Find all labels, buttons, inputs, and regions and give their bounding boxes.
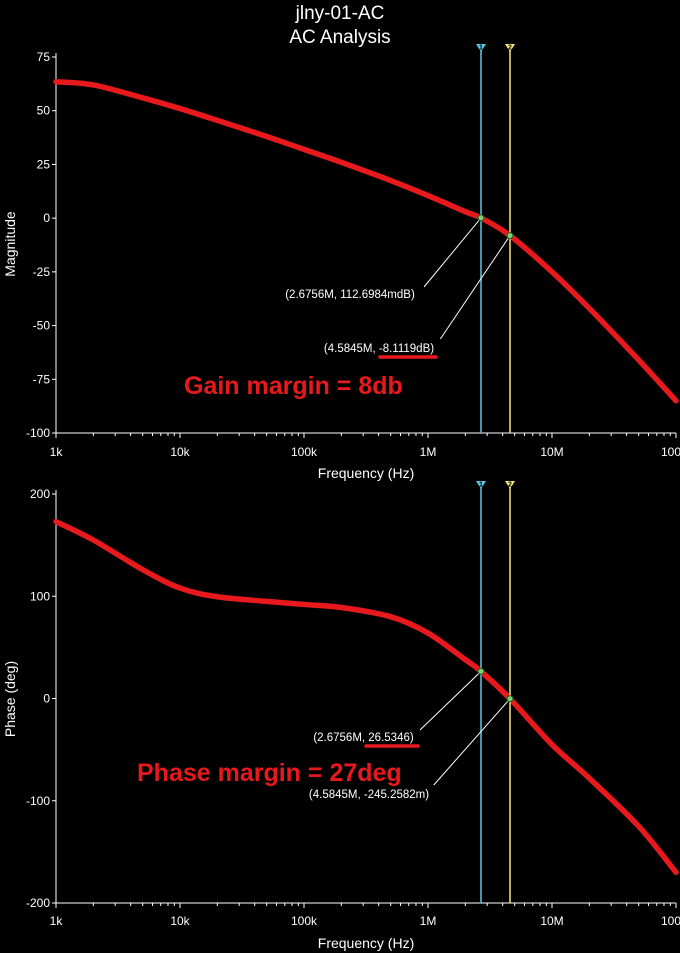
phase-cursor-marker — [506, 695, 514, 703]
magnitude-y-tick-label: -50 — [33, 319, 51, 333]
magnitude-cursor-marker — [506, 232, 514, 240]
magnitude-annotation-leader — [438, 235, 511, 342]
magnitude-annotation-leader — [423, 217, 482, 288]
magnitude-y-tick-label: -100 — [26, 426, 50, 440]
magnitude-annotation-label: (4.5845M, -8.1119dB) — [324, 343, 434, 355]
magnitude-y-tick-label: 25 — [37, 157, 51, 171]
magnitude-annotation-box — [315, 339, 443, 357]
cursor-1-handle[interactable] — [476, 481, 487, 489]
magnitude-margin-note: Gain margin = 8db — [184, 372, 403, 400]
magnitude-x-axis-label: Frequency (Hz) — [318, 465, 414, 481]
phase-y-axis-label: Phase (deg) — [2, 661, 18, 737]
magnitude-x-tick-label: 100k — [291, 445, 318, 459]
phase-x-tick-label: 100k — [291, 914, 318, 928]
cursor-1-handle-label: 1 — [479, 482, 483, 489]
magnitude-x-tick-label: 10M — [540, 445, 563, 459]
phase-annotation-box — [302, 785, 436, 803]
magnitude-x-tick-label: 1M — [420, 445, 437, 459]
phase-annotation-leader — [431, 698, 511, 788]
magnitude-x-tick-label: 1k — [50, 445, 64, 459]
phase-x-axis-label: Frequency (Hz) — [318, 935, 414, 951]
magnitude-y-tick-label: 75 — [37, 50, 51, 64]
phase-x-tick-label: 100M — [661, 914, 680, 928]
phase-y-tick-label: -200 — [26, 896, 50, 910]
phase-x-tick-label: 1M — [420, 914, 437, 928]
chart-title: jlny-01-AC — [295, 3, 385, 24]
phase-annotation-label: (2.6756M, 26.5346) — [313, 732, 414, 744]
phase-cursor-marker — [477, 667, 485, 675]
phase-annotation-label: (4.5845M, -245.2582m) — [309, 789, 429, 801]
magnitude-annotation-label: (2.6756M, 112.6984mdB) — [285, 289, 415, 301]
magnitude-y-tick-label: 50 — [37, 104, 51, 118]
phase-series-line — [53, 518, 679, 876]
phase-x-tick-label: 10k — [170, 914, 190, 928]
magnitude-series-line — [53, 78, 679, 404]
magnitude-annotation-box — [276, 285, 424, 303]
phase-annotation-leader — [419, 671, 482, 731]
phase-y-tick-label: 100 — [30, 589, 50, 603]
phase-annotation-box — [307, 728, 420, 746]
phase-y-tick-label: -100 — [26, 794, 50, 808]
phase-y-tick-label: 0 — [43, 692, 50, 706]
magnitude-y-tick-label: 0 — [43, 211, 50, 225]
phase-margin-note: Phase margin = 27deg — [137, 759, 402, 787]
cursor-1-handle-label: 1 — [479, 45, 483, 52]
phase-x-tick-label: 10M — [540, 914, 563, 928]
magnitude-x-tick-label: 10k — [170, 445, 190, 459]
magnitude-x-tick-label: 100M — [661, 445, 680, 459]
chart-subtitle: AC Analysis — [289, 27, 391, 48]
magnitude-y-tick-label: -75 — [33, 372, 51, 386]
magnitude-cursor-marker — [477, 214, 485, 222]
cursor-2-handle[interactable] — [505, 481, 516, 489]
cursor-2-handle-label: 2 — [508, 482, 512, 489]
cursor-1-handle[interactable] — [476, 44, 487, 52]
magnitude-y-tick-label: -25 — [33, 265, 51, 279]
cursor-2-handle-label: 2 — [508, 45, 512, 52]
phase-x-tick-label: 1k — [50, 914, 64, 928]
cursor-2-handle[interactable] — [505, 44, 516, 52]
magnitude-y-axis-label: Magnitude — [2, 211, 18, 277]
phase-y-tick-label: 200 — [30, 487, 50, 501]
